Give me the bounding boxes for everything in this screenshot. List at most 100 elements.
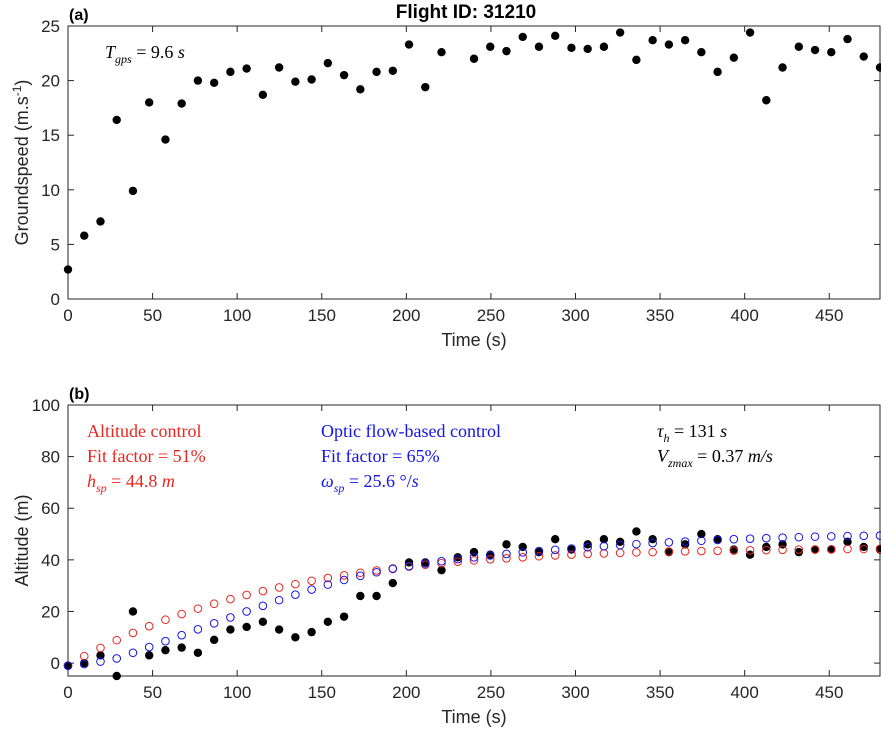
data-point [551,535,560,544]
data-point [437,565,446,575]
optic-flow-control-point [680,537,690,546]
data-point [875,63,881,72]
annotation-unit: m [162,471,175,491]
x-tick-label: 0 [63,306,72,325]
data-point [339,70,349,80]
data-point [161,645,170,655]
data-point [810,45,820,55]
data-point [486,42,495,51]
data-point [762,96,771,105]
optic-flow-control-point [502,549,511,559]
data-point [209,78,219,87]
annotation-value: = 0.37 [693,446,748,466]
annotation-value: = 44.8 [107,471,162,491]
altitude-control-point [356,568,365,578]
annotation-subscript: sp [96,481,107,495]
optic-flow-control-point [762,533,771,543]
x-tick-label: 150 [308,683,336,702]
y-axis-label: Altitude (m) [12,494,32,586]
annotation-symbol: τ [657,421,664,441]
altitude-control-point [242,590,251,600]
data-point [664,40,674,49]
altitude-control-point [599,549,609,558]
data-point [291,633,300,642]
y-tick-label: 25 [41,17,60,36]
data-point [372,591,381,601]
altitude-control-point [713,546,722,556]
altitude-control-point [274,583,284,592]
data-point [518,32,527,42]
y-tick-label: 10 [41,181,60,200]
data-point [80,231,89,240]
optic-flow-control-point [437,556,446,566]
data-point [599,42,609,51]
altitude-control-point [437,558,446,568]
data-point [258,617,268,626]
altitude-control-point [567,550,576,559]
data-point [453,553,462,562]
optic-flow-control-label: Optic flow-based control [321,421,501,441]
optic-flow-control-point [339,575,349,585]
x-tick-label: 0 [63,683,72,702]
panel-label: (a) [69,7,89,24]
data-point [388,578,397,588]
x-tick-label: 250 [477,683,505,702]
optic-flow-fit-factor: Fit factor = 65% [321,446,440,466]
optic-flow-control-point [518,548,528,557]
altitude-control-point [615,548,625,558]
optic-flow-setpoint: ωsp = 25.6 °/s [321,471,419,495]
data-point [615,28,625,37]
annotation-value: = 9.6 [132,42,178,62]
optic-flow-control-point [307,585,316,594]
data-point [145,651,154,660]
x-axis-label: Time (s) [441,330,506,350]
y-axis-label-close: ) [12,80,32,86]
x-tick-label: 450 [815,306,843,325]
altitude-control-point [843,544,852,554]
optic-flow-control-point [453,554,463,564]
data-point [437,48,446,57]
data-point [96,651,105,660]
data-point [307,627,316,637]
altitude-control-point [875,544,881,554]
optic-flow-control-point [778,533,787,542]
altitude-setpoint: hsp = 44.8 m [87,471,175,495]
data-point [729,53,739,62]
optic-flow-control-point [226,613,235,622]
data-point [632,527,641,536]
optic-flow-control-point [648,538,657,548]
x-tick-label: 50 [143,683,162,702]
data-point [810,545,820,554]
data-point [551,31,560,41]
altitude-control-point [502,554,511,563]
optic-flow-control-point [664,538,674,547]
data-point [339,612,349,621]
data-point [502,540,511,549]
altitude-control-point [209,599,219,609]
annotation-unit: m/s [748,446,773,466]
data-point [388,66,397,75]
data-point [697,48,706,57]
altitude-control-point [469,556,479,565]
altitude-control-point [794,545,804,554]
y-axis-label-base: Groundspeed (m.s [12,96,32,245]
y-tick-label: 0 [51,290,60,309]
data-point [469,54,479,63]
optic-flow-control-point [583,542,592,552]
data-point [859,52,868,61]
plot-area-frame [67,25,881,300]
data-point [372,67,381,77]
gps-period-annotation: Tgps = 9.6 s [105,42,185,66]
data-point [583,540,592,549]
optic-flow-control-point [128,648,138,658]
data-point [128,607,138,616]
optic-flow-control-point [615,540,625,550]
data-point [859,542,868,552]
data-point [583,44,592,54]
optic-flow-control-point [745,534,755,543]
data-point [404,40,414,49]
optic-flow-control-point [356,571,365,581]
data-point [242,64,251,73]
data-point [502,46,511,56]
optic-flow-control-point [372,567,381,577]
